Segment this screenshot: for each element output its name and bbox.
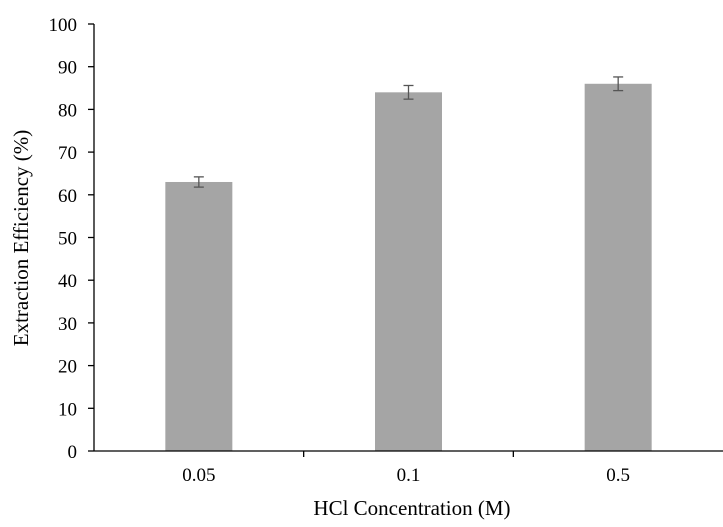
bar-0.5 <box>584 83 652 451</box>
y-tick-label: 60 <box>58 186 77 207</box>
error-bar-0.05 <box>193 176 204 188</box>
error-bar-0.5 <box>613 76 624 92</box>
bars-layer <box>165 83 652 452</box>
y-tick-label: 80 <box>58 100 77 121</box>
bar-0.1 <box>375 92 442 451</box>
y-tick-label: 40 <box>58 271 77 292</box>
x-axis-title: HCl Concentration (M) <box>313 496 510 520</box>
y-tick-labels: 0 10 20 30 40 50 60 70 80 90 100 <box>49 15 94 463</box>
x-tick-label: 0.1 <box>397 465 421 486</box>
y-axis-title: Extraction Efficiency (%) <box>9 130 33 347</box>
y-tick-label: 0 <box>68 442 78 463</box>
y-tick-label: 70 <box>58 143 77 164</box>
error-bar-0.1 <box>403 84 414 100</box>
x-tick-label: 0.05 <box>182 465 215 486</box>
x-tick-labels: 0.05 0.1 0.5 <box>182 451 630 486</box>
bar-0.05 <box>165 181 233 452</box>
error-bars-layer <box>193 76 624 188</box>
y-tick-label: 50 <box>58 229 77 250</box>
y-tick-label: 30 <box>58 314 77 335</box>
y-tick-label: 20 <box>58 357 77 378</box>
x-tick-label: 0.5 <box>606 465 630 486</box>
y-tick-label: 100 <box>49 15 78 36</box>
y-tick-label: 90 <box>58 58 77 79</box>
y-tick-label: 10 <box>58 399 77 420</box>
